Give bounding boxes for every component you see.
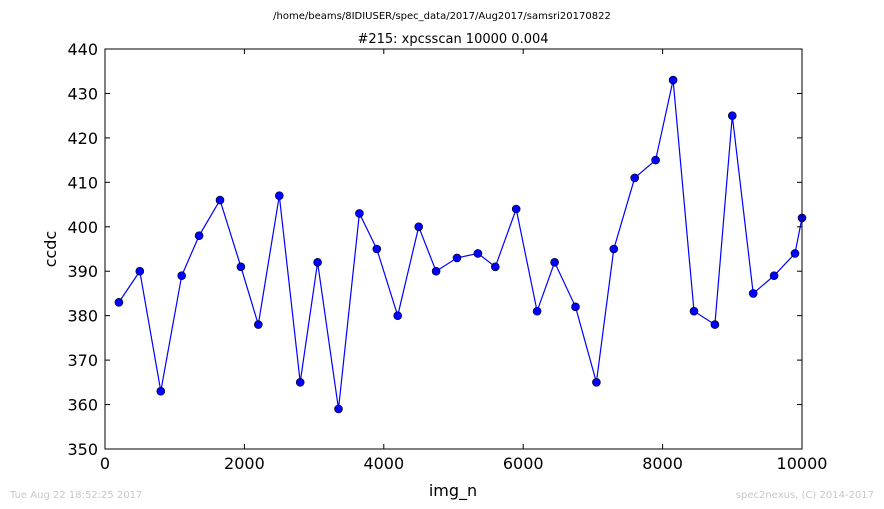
y-tick-label: 350 <box>67 440 98 459</box>
y-tick-label: 410 <box>67 173 98 192</box>
data-point <box>710 320 720 329</box>
y-tick-label: 400 <box>67 218 98 237</box>
data-point <box>135 266 145 276</box>
x-axis-label: img_n <box>429 481 477 501</box>
data-point <box>236 262 246 272</box>
data-point <box>490 262 500 272</box>
data-point <box>630 173 640 183</box>
data-point <box>473 249 483 258</box>
data-point <box>334 404 343 414</box>
data-point <box>215 195 225 205</box>
y-axis-ticks: 350 360 370 380 390 400 410 420 430 440 <box>67 40 802 459</box>
y-tick-label: 380 <box>67 307 98 326</box>
data-point <box>177 271 186 281</box>
x-tick-label: 0 <box>100 454 110 473</box>
x-axis-ticks: 0 2000 4000 6000 8000 10000 <box>100 49 828 473</box>
data-point <box>651 155 660 165</box>
y-axis-label: ccdc <box>41 231 60 268</box>
data-point <box>114 297 124 307</box>
y-tick-label: 430 <box>67 84 98 103</box>
footer-timestamp: Tue Aug 22 18:52:25 2017 <box>9 490 142 501</box>
data-point <box>372 244 382 254</box>
series-layer <box>114 75 807 414</box>
data-point <box>253 320 263 329</box>
series-line <box>118 79 803 410</box>
y-tick-label: 390 <box>67 262 98 281</box>
data-point <box>609 244 619 254</box>
footer-credit: spec2nexus, (C) 2014-2017 <box>736 490 874 501</box>
y-tick-label: 420 <box>67 129 98 148</box>
data-point <box>156 386 166 396</box>
x-tick-label: 4000 <box>363 454 404 473</box>
data-point <box>313 257 322 267</box>
data-point <box>769 271 779 281</box>
y-tick-label: 370 <box>67 351 98 370</box>
data-point <box>414 222 424 232</box>
data-point <box>571 302 580 312</box>
x-tick-label: 10000 <box>777 454 828 473</box>
data-point <box>274 191 284 200</box>
data-point <box>668 75 678 85</box>
x-tick-label: 2000 <box>224 454 265 473</box>
data-point <box>393 311 403 321</box>
data-point <box>194 231 204 240</box>
data-point <box>592 377 601 387</box>
data-point <box>452 253 462 263</box>
x-tick-label: 8000 <box>642 454 683 473</box>
y-tick-label: 440 <box>67 40 98 59</box>
data-point <box>748 289 758 298</box>
chart-title: #215: xpcsscan 10000 0.004 <box>357 32 548 47</box>
data-point <box>689 306 699 316</box>
data-point <box>295 377 305 387</box>
file-path: /home/beams/8IDIUSER/spec_data/2017/Aug2… <box>273 11 611 22</box>
data-point <box>431 266 441 276</box>
data-point <box>532 306 542 316</box>
data-point <box>550 257 559 267</box>
data-point <box>355 209 364 218</box>
plot-frame <box>104 48 803 450</box>
y-tick-label: 360 <box>67 396 98 415</box>
x-tick-label: 6000 <box>503 454 544 473</box>
data-point <box>727 111 737 120</box>
data-point <box>511 204 521 214</box>
data-point <box>790 249 800 258</box>
